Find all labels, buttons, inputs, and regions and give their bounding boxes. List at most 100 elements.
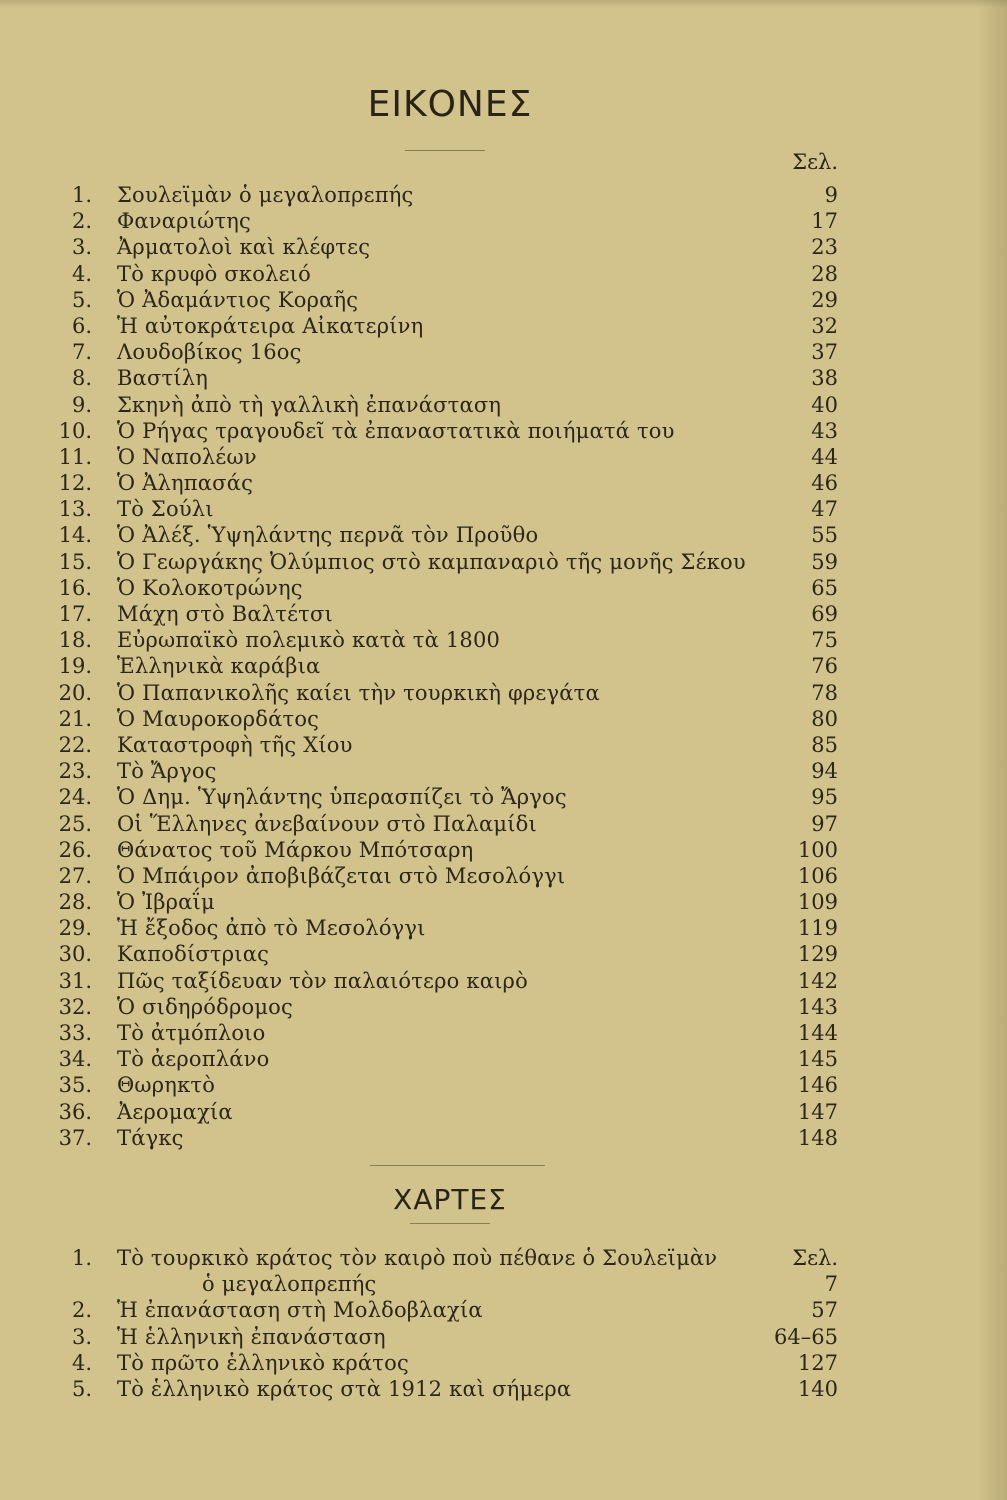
item-page: 146	[797, 1073, 838, 1098]
item-page: 38	[811, 366, 838, 391]
item-number: 7.	[71, 340, 92, 365]
item-number: 19.	[58, 654, 92, 679]
item-page: 43	[811, 418, 838, 443]
list-item: 36. Ἀερομαχία 147	[40, 1099, 838, 1125]
item-title: Ἡ ἐπανάσταση στὴ Μολδοβλαχία	[117, 1298, 483, 1323]
list-item: 3. Ἡ ἑλληνικὴ ἐπανάσταση 64–65	[40, 1324, 838, 1350]
maps-heading: ΧΑΡΤΕΣ	[393, 1183, 507, 1216]
item-page: 85	[811, 732, 838, 757]
item-page: 44	[811, 444, 838, 469]
item-page: 64–65	[774, 1324, 838, 1349]
item-page: 46	[811, 471, 838, 496]
item-page: 9	[824, 183, 838, 207]
item-number: 5.	[71, 287, 92, 312]
item-number: 18.	[58, 628, 92, 653]
item-title: Ὁ Μαυροκορδάτος	[117, 706, 320, 731]
maps-list: 1. Τὸ τουρκικὸ κράτος τὸν καιρὸ ποὺ πέθαν…	[40, 1245, 838, 1402]
item-page: 37	[811, 340, 838, 365]
pictures-list: 1. Σουλεϊμὰν ὁ μεγαλοπρεπής 9 2. Φαναριώτης 1…	[40, 182, 838, 1151]
item-title: Τὸ ἑλληνικὸ κράτος στὰ 1912 καὶ σήμερα	[117, 1376, 572, 1401]
list-item: 31. Πῶς ταξίδευαν τὸν παλαιότερο καιρὸ 142	[40, 968, 838, 994]
list-item: 18. Εὐρωπαϊκὸ πολεμικὸ κατὰ τὰ 1800 75	[40, 627, 838, 653]
item-title: Ἑλληνικὰ καράβια	[117, 654, 321, 679]
list-item: 13. Τὸ Σούλι 47	[40, 496, 838, 522]
item-number: 32.	[58, 994, 92, 1019]
item-title: Ὁ Ναπολέων	[117, 444, 257, 469]
item-number: 27.	[58, 863, 92, 888]
list-item: 22. Καταστροφὴ τῆς Χίου 85	[40, 732, 838, 758]
list-item: 17. Μάχη στὸ Βαλτέτσι 69	[40, 601, 838, 627]
item-page: 7	[824, 1272, 838, 1297]
item-page: 95	[811, 785, 838, 810]
item-number: 35.	[58, 1073, 92, 1098]
item-page: 75	[811, 628, 838, 653]
item-title: Λουδοβίκος 16ος	[117, 340, 302, 365]
list-item: 3. Ἀρματολοὶ καὶ κλέφτες 23	[40, 234, 838, 260]
item-number: 11.	[58, 444, 92, 469]
item-page: 100	[797, 837, 838, 862]
item-page: Σελ.	[792, 1246, 838, 1270]
item-title: Σουλεϊμὰν ὁ μεγαλοπρεπής	[117, 183, 414, 207]
list-item: 10. Ὁ Ρήγας τραγουδεῖ τὰ ἐπαναστατικὰ ποι…	[40, 418, 838, 444]
list-item: 33. Τὸ ἀτμόπλοιο 144	[40, 1020, 838, 1046]
item-number: 25.	[58, 811, 92, 836]
list-item: 7. Λουδοβίκος 16ος 37	[40, 339, 838, 365]
item-number: 2.	[71, 209, 92, 234]
item-page: 129	[797, 942, 838, 967]
item-page: 28	[811, 261, 838, 286]
item-number: 4.	[71, 261, 92, 286]
item-page: 40	[811, 392, 838, 417]
item-page: 59	[811, 549, 838, 574]
item-number: 36.	[58, 1099, 92, 1124]
item-page: 97	[811, 811, 838, 836]
item-page: 55	[811, 523, 838, 548]
item-number: 26.	[58, 837, 92, 862]
item-number: 3.	[71, 1324, 92, 1349]
item-number: 30.	[58, 942, 92, 967]
item-number: 16.	[58, 575, 92, 600]
list-item: 9. Σκηνὴ ἀπὸ τὴ γαλλικὴ ἐπανάσταση 40	[40, 392, 838, 418]
item-title: Τὸ Ἄργος	[117, 759, 217, 784]
item-page: 143	[797, 994, 838, 1019]
list-item: 24. Ὁ Δημ. Ὑψηλάντης ὑπερασπίζει τὸ Ἄργος…	[40, 784, 838, 810]
item-page: 80	[811, 706, 838, 731]
item-number: 5.	[71, 1376, 92, 1401]
item-title: Πῶς ταξίδευαν τὸν παλαιότερο καιρὸ	[117, 968, 528, 993]
list-item: 8. Βαστίλη 38	[40, 365, 838, 391]
list-item: 28. Ὁ Ἰβραΐμ 109	[40, 889, 838, 915]
item-title: Τὸ κρυφὸ σκολειό	[117, 261, 311, 286]
list-item: 23. Τὸ Ἄργος 94	[40, 758, 838, 784]
item-page: 109	[797, 890, 838, 915]
list-item: 20. Ὁ Παπανικολῆς καίει τὴν τουρκικὴ φρεγ…	[40, 680, 838, 706]
divider	[405, 150, 485, 151]
item-title: Ὁ Δημ. Ὑψηλάντης ὑπερασπίζει τὸ Ἄργος	[117, 785, 567, 810]
item-number: 8.	[71, 366, 92, 391]
list-item: 2. Ἡ ἐπανάσταση στὴ Μολδοβλαχία 57	[40, 1297, 838, 1323]
item-title: Τὸ ἀτμόπλοιο	[117, 1021, 266, 1045]
list-item: 2. Φαναριώτης 17	[40, 208, 838, 234]
item-page: 47	[811, 497, 838, 522]
item-number: 12.	[58, 471, 92, 496]
page-column-label: Σελ.	[792, 150, 838, 174]
item-title: Ὁ Παπανικολῆς καίει τὴν τουρκικὴ φρεγάτα	[117, 680, 600, 705]
list-item: 12. Ὁ Ἀληπασάς 46	[40, 470, 838, 496]
item-title: Θάνατος τοῦ Μάρκου Μπότσαρη	[117, 837, 474, 862]
item-page: 17	[811, 209, 838, 234]
item-title: Τὸ Σούλι	[117, 497, 214, 522]
page-top-edge	[0, 0, 1007, 8]
item-number: 28.	[58, 890, 92, 915]
list-item: 15. Ὁ Γεωργάκης Ὀλύμπιος στὸ καμπαναριὸ τ…	[40, 549, 838, 575]
list-item: 32. Ὁ σιδηρόδρομος 143	[40, 994, 838, 1020]
item-page: 127	[797, 1350, 838, 1375]
item-title: Καταστροφὴ τῆς Χίου	[117, 732, 353, 757]
item-title: Μάχη στὸ Βαλτέτσι	[117, 602, 333, 626]
item-number: 20.	[58, 680, 92, 705]
item-number: 2.	[71, 1298, 92, 1323]
item-title: Εὐρωπαϊκὸ πολεμικὸ κατὰ τὰ 1800	[117, 628, 501, 653]
divider	[410, 1223, 490, 1224]
list-item: 1. Τὸ τουρκικὸ κράτος τὸν καιρὸ ποὺ πέθαν…	[40, 1245, 838, 1271]
item-number: 6.	[71, 313, 92, 338]
list-item: 25. Οἱ Ἕλληνες ἀνεβαίνουν στὸ Παλαμίδι 97	[40, 811, 838, 837]
item-title: Ὁ Ἀλέξ. Ὑψηλάντης περνᾶ τὸν Προῦθο	[117, 523, 539, 548]
list-item: 27. Ὁ Μπάιρον ἀποβιβάζεται στὸ Μεσολόγγι 1…	[40, 863, 838, 889]
